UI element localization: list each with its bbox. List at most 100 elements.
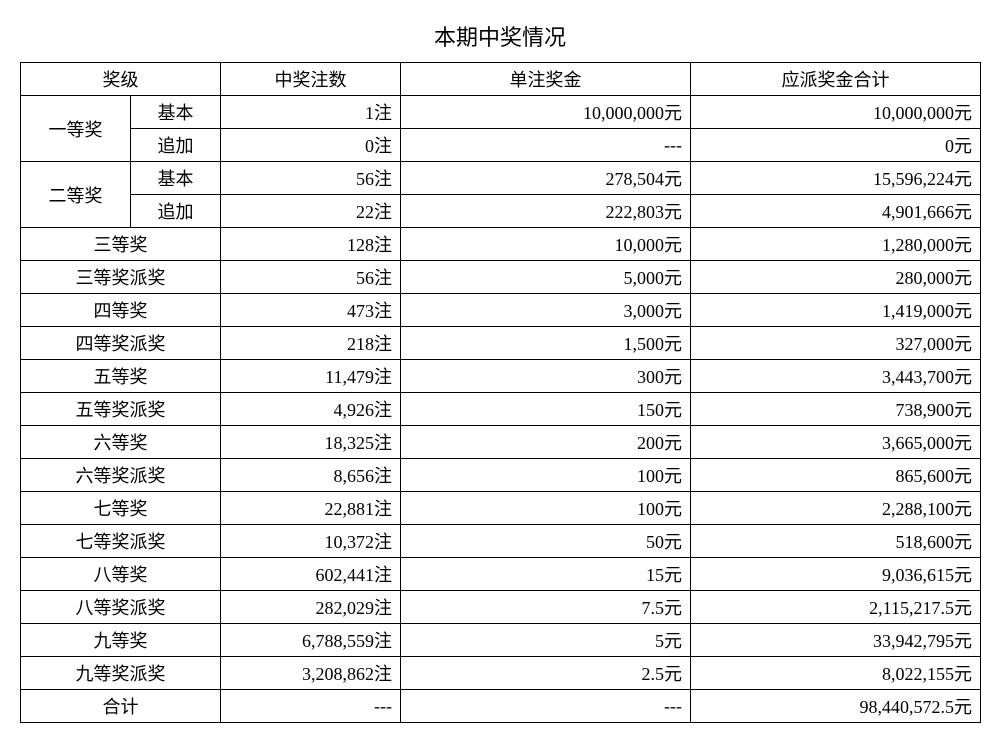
cell-count: 473注 [221, 294, 401, 327]
header-count: 中奖注数 [221, 63, 401, 96]
cell-unit: 3,000元 [401, 294, 691, 327]
table-row: 八等奖派奖 282,029注 7.5元 2,115,217.5元 [21, 591, 981, 624]
table-row: 九等奖 6,788,559注 5元 33,942,795元 [21, 624, 981, 657]
cell-total: 0元 [691, 129, 981, 162]
cell-count: 8,656注 [221, 459, 401, 492]
table-row: 三等奖派奖 56注 5,000元 280,000元 [21, 261, 981, 294]
sub-basic: 基本 [131, 96, 221, 129]
table-row: 追加 0注 --- 0元 [21, 129, 981, 162]
table-row: 三等奖 128注 10,000元 1,280,000元 [21, 228, 981, 261]
cell-count: 1注 [221, 96, 401, 129]
cell-total: 33,942,795元 [691, 624, 981, 657]
cell-count: 0注 [221, 129, 401, 162]
table-row: 四等奖 473注 3,000元 1,419,000元 [21, 294, 981, 327]
prize6-label: 六等奖 [21, 426, 221, 459]
table-row: 七等奖 22,881注 100元 2,288,100元 [21, 492, 981, 525]
table-row: 四等奖派奖 218注 1,500元 327,000元 [21, 327, 981, 360]
cell-unit: 150元 [401, 393, 691, 426]
table-row: 六等奖 18,325注 200元 3,665,000元 [21, 426, 981, 459]
sub-basic: 基本 [131, 162, 221, 195]
cell-count: 10,372注 [221, 525, 401, 558]
cell-unit: --- [401, 129, 691, 162]
cell-total: 280,000元 [691, 261, 981, 294]
table-row: 八等奖 602,441注 15元 9,036,615元 [21, 558, 981, 591]
prize2-label: 二等奖 [21, 162, 131, 228]
table-row: 七等奖派奖 10,372注 50元 518,600元 [21, 525, 981, 558]
cell-unit: --- [401, 690, 691, 723]
cell-count: 218注 [221, 327, 401, 360]
cell-unit: 222,803元 [401, 195, 691, 228]
cell-count: 282,029注 [221, 591, 401, 624]
header-total-payout: 应派奖金合计 [691, 63, 981, 96]
table-row-total: 合计 --- --- 98,440,572.5元 [21, 690, 981, 723]
cell-count: 56注 [221, 162, 401, 195]
cell-count: 128注 [221, 228, 401, 261]
cell-unit: 5元 [401, 624, 691, 657]
cell-unit: 5,000元 [401, 261, 691, 294]
prize5-label: 五等奖 [21, 360, 221, 393]
cell-total: 98,440,572.5元 [691, 690, 981, 723]
prize8b-label: 八等奖派奖 [21, 591, 221, 624]
table-header-row: 奖级 中奖注数 单注奖金 应派奖金合计 [21, 63, 981, 96]
cell-total: 15,596,224元 [691, 162, 981, 195]
cell-total: 518,600元 [691, 525, 981, 558]
cell-total: 8,022,155元 [691, 657, 981, 690]
cell-unit: 300元 [401, 360, 691, 393]
header-level: 奖级 [21, 63, 221, 96]
cell-count: 22,881注 [221, 492, 401, 525]
cell-count: 11,479注 [221, 360, 401, 393]
prize5b-label: 五等奖派奖 [21, 393, 221, 426]
cell-total: 1,280,000元 [691, 228, 981, 261]
table-row: 五等奖 11,479注 300元 3,443,700元 [21, 360, 981, 393]
header-unit-prize: 单注奖金 [401, 63, 691, 96]
prize3b-label: 三等奖派奖 [21, 261, 221, 294]
cell-unit: 100元 [401, 459, 691, 492]
cell-unit: 100元 [401, 492, 691, 525]
cell-unit: 1,500元 [401, 327, 691, 360]
cell-unit: 15元 [401, 558, 691, 591]
cell-count: 18,325注 [221, 426, 401, 459]
prize4b-label: 四等奖派奖 [21, 327, 221, 360]
cell-total: 1,419,000元 [691, 294, 981, 327]
table-row: 二等奖 基本 56注 278,504元 15,596,224元 [21, 162, 981, 195]
cell-unit: 10,000,000元 [401, 96, 691, 129]
prize4-label: 四等奖 [21, 294, 221, 327]
table-title: 本期中奖情况 [20, 20, 980, 52]
cell-count: 56注 [221, 261, 401, 294]
cell-unit: 50元 [401, 525, 691, 558]
prize9-label: 九等奖 [21, 624, 221, 657]
total-label: 合计 [21, 690, 221, 723]
cell-unit: 10,000元 [401, 228, 691, 261]
cell-unit: 2.5元 [401, 657, 691, 690]
cell-total: 2,115,217.5元 [691, 591, 981, 624]
cell-total: 3,665,000元 [691, 426, 981, 459]
prize7b-label: 七等奖派奖 [21, 525, 221, 558]
cell-count: 3,208,862注 [221, 657, 401, 690]
cell-unit: 278,504元 [401, 162, 691, 195]
table-row: 追加 22注 222,803元 4,901,666元 [21, 195, 981, 228]
cell-total: 2,288,100元 [691, 492, 981, 525]
cell-total: 3,443,700元 [691, 360, 981, 393]
sub-addon: 追加 [131, 195, 221, 228]
cell-count: 22注 [221, 195, 401, 228]
table-row: 九等奖派奖 3,208,862注 2.5元 8,022,155元 [21, 657, 981, 690]
prize6b-label: 六等奖派奖 [21, 459, 221, 492]
prize8-label: 八等奖 [21, 558, 221, 591]
prize1-label: 一等奖 [21, 96, 131, 162]
table-row: 六等奖派奖 8,656注 100元 865,600元 [21, 459, 981, 492]
cell-total: 10,000,000元 [691, 96, 981, 129]
cell-total: 327,000元 [691, 327, 981, 360]
prize9b-label: 九等奖派奖 [21, 657, 221, 690]
cell-count: --- [221, 690, 401, 723]
cell-total: 4,901,666元 [691, 195, 981, 228]
cell-unit: 200元 [401, 426, 691, 459]
cell-total: 9,036,615元 [691, 558, 981, 591]
sub-addon: 追加 [131, 129, 221, 162]
cell-count: 602,441注 [221, 558, 401, 591]
prize-table: 奖级 中奖注数 单注奖金 应派奖金合计 一等奖 基本 1注 10,000,000… [20, 62, 981, 723]
prize3-label: 三等奖 [21, 228, 221, 261]
table-row: 五等奖派奖 4,926注 150元 738,900元 [21, 393, 981, 426]
cell-count: 6,788,559注 [221, 624, 401, 657]
prize7-label: 七等奖 [21, 492, 221, 525]
cell-unit: 7.5元 [401, 591, 691, 624]
